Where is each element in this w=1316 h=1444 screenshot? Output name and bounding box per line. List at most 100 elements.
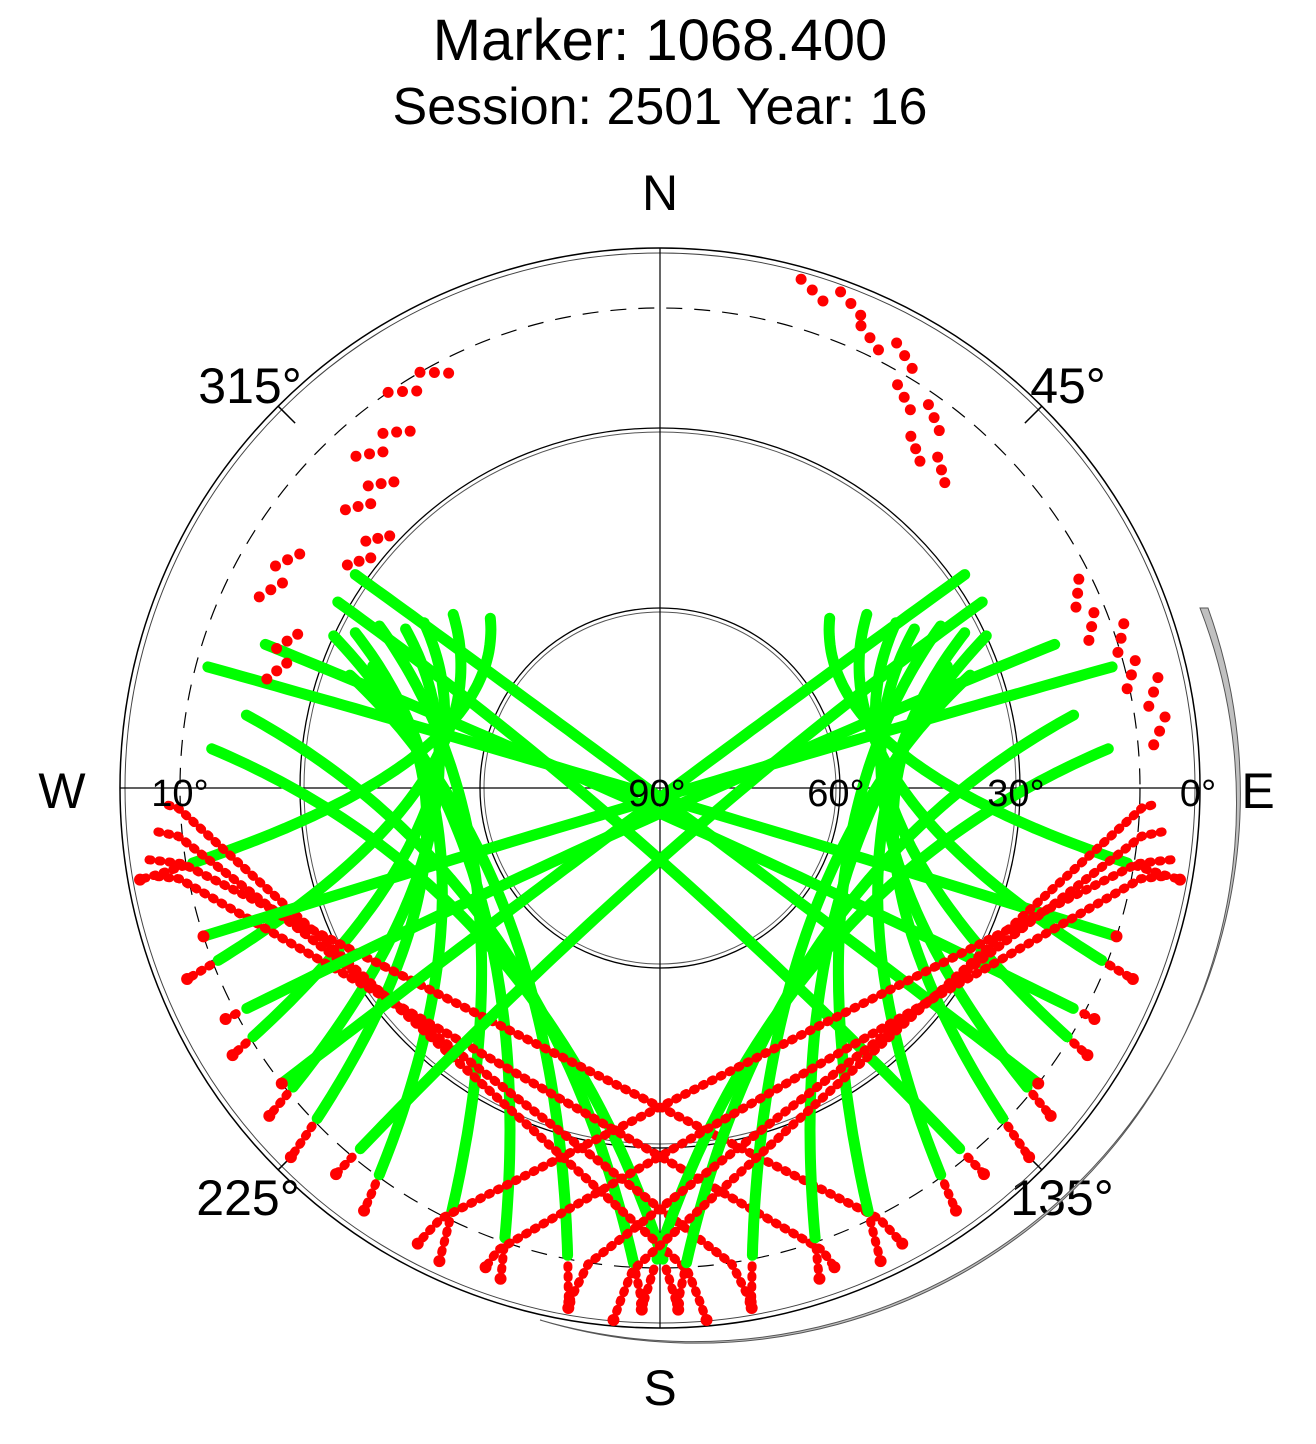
below-mask-point-3-1 bbox=[910, 443, 922, 455]
below-mask-point-7-3 bbox=[360, 535, 372, 547]
below-mask-point-2-4 bbox=[928, 412, 940, 424]
track-end-point-25 bbox=[813, 1272, 826, 1285]
track-end-point-14 bbox=[896, 1237, 909, 1250]
below-mask-point-2-1 bbox=[898, 391, 910, 403]
below-mask-point-4-3 bbox=[414, 366, 426, 378]
track-end-point-16 bbox=[1032, 1077, 1045, 1090]
below-mask-point-12-4 bbox=[1154, 725, 1166, 737]
below-mask-point-11-4 bbox=[1125, 669, 1137, 681]
horizon-shade bbox=[539, 607, 1241, 1344]
track-20 bbox=[875, 623, 1033, 1093]
track-end-point-22 bbox=[949, 1204, 962, 1217]
azimuth-tick-45 bbox=[1024, 405, 1043, 424]
azimuth-label-45: 45° bbox=[1030, 358, 1106, 414]
below-mask-point-11-1 bbox=[1115, 632, 1127, 644]
below-mask-point-3-3 bbox=[932, 451, 944, 463]
below-mask-point-7-1 bbox=[353, 555, 365, 567]
track-end-point-35 bbox=[275, 1077, 288, 1090]
below-mask-point-11-0 bbox=[1118, 618, 1130, 630]
track-end-point-32 bbox=[479, 1261, 492, 1274]
below-mask-point-0-4 bbox=[845, 297, 857, 309]
azimuth-label-225: 225° bbox=[196, 1170, 299, 1226]
track-end-point-8 bbox=[134, 873, 147, 886]
below-mask-point-4-5 bbox=[443, 367, 455, 379]
below-mask-point-1-5 bbox=[906, 362, 918, 374]
track-below-mask-5 bbox=[434, 1216, 454, 1266]
below-mask-point-10-4 bbox=[1086, 621, 1098, 633]
compass-south-label: S bbox=[643, 1360, 676, 1416]
below-mask-point-1-3 bbox=[891, 337, 903, 349]
below-mask-point-7-2 bbox=[365, 552, 377, 564]
compass-east-label: E bbox=[1241, 763, 1274, 819]
below-mask-point-3-0 bbox=[905, 430, 917, 442]
below-mask-point-11-3 bbox=[1129, 655, 1141, 667]
compass-west-label: W bbox=[38, 763, 86, 819]
below-mask-point-0-0 bbox=[795, 273, 807, 285]
track-end-point-27 bbox=[1173, 873, 1186, 886]
track-end-point-34 bbox=[330, 1168, 343, 1181]
elevation-label-0: 0° bbox=[1180, 773, 1216, 815]
track-below-mask-31 bbox=[564, 827, 1167, 1307]
below-mask-point-6-1 bbox=[352, 500, 364, 512]
elevation-label-90: 90° bbox=[628, 773, 685, 815]
below-mask-point-0-3 bbox=[835, 286, 847, 298]
below-mask-point-8-4 bbox=[282, 554, 294, 566]
below-mask-point-9-1 bbox=[271, 665, 283, 677]
track-below-mask-24 bbox=[866, 1216, 886, 1266]
below-mask-point-0-2 bbox=[817, 295, 829, 307]
chart-title: Marker: 1068.400 bbox=[433, 8, 888, 73]
track-29 bbox=[651, 743, 1114, 1265]
track-below-mask-8 bbox=[135, 861, 189, 885]
below-mask-point-2-3 bbox=[922, 399, 934, 411]
track-below-mask-33 bbox=[413, 855, 1176, 1249]
below-mask-point-11-2 bbox=[1112, 646, 1124, 658]
track-end-point-11 bbox=[700, 1313, 713, 1326]
below-mask-point-12-1 bbox=[1148, 686, 1160, 698]
track-end-point-26 bbox=[745, 1301, 758, 1314]
track-end-point-17 bbox=[1088, 1012, 1101, 1025]
track-end-point-5 bbox=[433, 1255, 446, 1268]
below-mask-point-6-3 bbox=[362, 480, 374, 492]
below-mask-point-8-5 bbox=[294, 548, 306, 560]
below-mask-point-12-2 bbox=[1143, 700, 1155, 712]
below-mask-point-9-0 bbox=[261, 673, 273, 685]
track-below-mask-14 bbox=[144, 855, 907, 1249]
track-36 bbox=[241, 638, 1061, 1014]
below-mask-point-8-3 bbox=[269, 560, 281, 572]
track-16 bbox=[349, 569, 1044, 1089]
below-mask-point-11-5 bbox=[1121, 683, 1133, 695]
track-below-mask-32 bbox=[481, 872, 1167, 1272]
below-mask-point-3-4 bbox=[935, 464, 947, 476]
below-mask-point-0-5 bbox=[855, 309, 867, 321]
below-mask-point-12-5 bbox=[1148, 739, 1160, 751]
track-1 bbox=[287, 623, 445, 1093]
below-mask-point-7-5 bbox=[384, 530, 396, 542]
track-end-point-4 bbox=[181, 973, 194, 986]
below-mask-point-1-4 bbox=[899, 350, 911, 362]
below-mask-point-10-1 bbox=[1072, 587, 1084, 599]
below-mask-point-8-0 bbox=[253, 591, 265, 603]
compass-north-label: N bbox=[642, 165, 678, 221]
below-mask-point-8-1 bbox=[265, 584, 277, 596]
below-mask-point-6-2 bbox=[365, 498, 377, 510]
track-end-point-20 bbox=[1044, 1109, 1057, 1122]
below-mask-point-7-0 bbox=[341, 559, 353, 571]
below-mask-point-9-4 bbox=[281, 635, 293, 647]
azimuth-tick-315 bbox=[277, 405, 296, 424]
track-end-point-31 bbox=[563, 1296, 576, 1309]
below-mask-point-10-2 bbox=[1070, 601, 1082, 613]
below-mask-point-9-5 bbox=[292, 628, 304, 640]
below-mask-point-3-5 bbox=[939, 477, 951, 489]
below-mask-point-2-5 bbox=[933, 425, 945, 437]
below-mask-point-6-0 bbox=[339, 504, 351, 516]
below-mask-point-5-5 bbox=[404, 425, 416, 437]
below-mask-point-1-1 bbox=[864, 332, 876, 344]
below-mask-point-5-1 bbox=[363, 448, 375, 460]
below-mask-point-7-4 bbox=[372, 532, 384, 544]
azimuth-label-315: 315° bbox=[198, 358, 301, 414]
below-mask-point-5-0 bbox=[350, 450, 362, 462]
chart-subtitle: Session: 2501 Year: 16 bbox=[393, 78, 928, 136]
track-35 bbox=[276, 569, 971, 1089]
track-10 bbox=[206, 743, 669, 1265]
